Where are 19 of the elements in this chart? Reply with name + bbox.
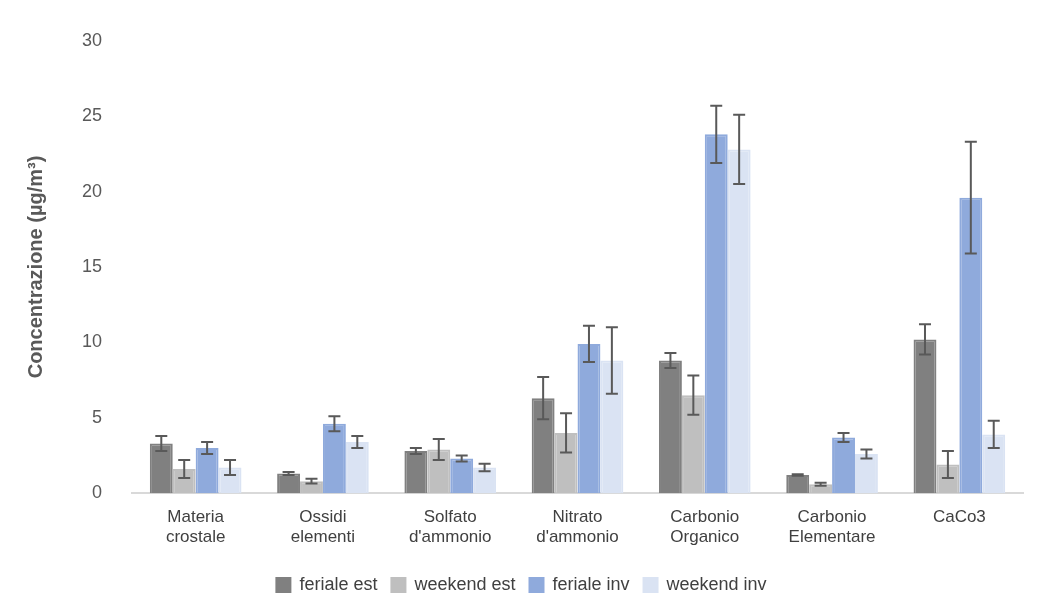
y-tick-label: 30 [81, 29, 103, 50]
legend-label: feriale est [299, 573, 378, 594]
legend-label: weekend inv [665, 573, 767, 594]
legend-label: weekend est [413, 573, 516, 594]
y-tick-label: 15 [81, 255, 103, 276]
y-tick-label: 0 [92, 482, 103, 503]
y-tick-label: 5 [92, 406, 103, 427]
x-tick-label: Nitrato d'ammonio [536, 507, 619, 547]
y-axis-title: Concentrazione (µg/m³) [23, 155, 46, 379]
legend-label: feriale inv [552, 573, 630, 594]
x-tick-label: Solfato d'ammonio [408, 507, 492, 547]
y-tick-label: 25 [81, 105, 103, 126]
x-tick-label: Materia crostale [165, 507, 226, 547]
x-tick-label: Carbonio Elementare [788, 507, 876, 547]
x-tick-label: Ossidi elementi [290, 507, 356, 547]
x-tick-label: CaCo3 [932, 507, 986, 527]
y-tick-label: 10 [81, 331, 103, 352]
x-tick-label: Carbonio Organico [670, 507, 740, 547]
y-tick-label: 20 [81, 180, 103, 201]
